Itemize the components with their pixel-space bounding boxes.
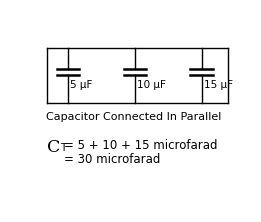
- Text: C: C: [47, 139, 60, 156]
- Text: = 30 microfarad: = 30 microfarad: [64, 153, 160, 166]
- Text: = 5 + 10 + 15 microfarad: = 5 + 10 + 15 microfarad: [64, 139, 217, 152]
- Text: Capacitor Connected In Parallel: Capacitor Connected In Parallel: [46, 112, 221, 122]
- Text: 15 μF: 15 μF: [204, 80, 233, 90]
- Text: 10 μF: 10 μF: [137, 80, 166, 90]
- Text: 5 μF: 5 μF: [70, 80, 92, 90]
- Text: T: T: [60, 143, 66, 153]
